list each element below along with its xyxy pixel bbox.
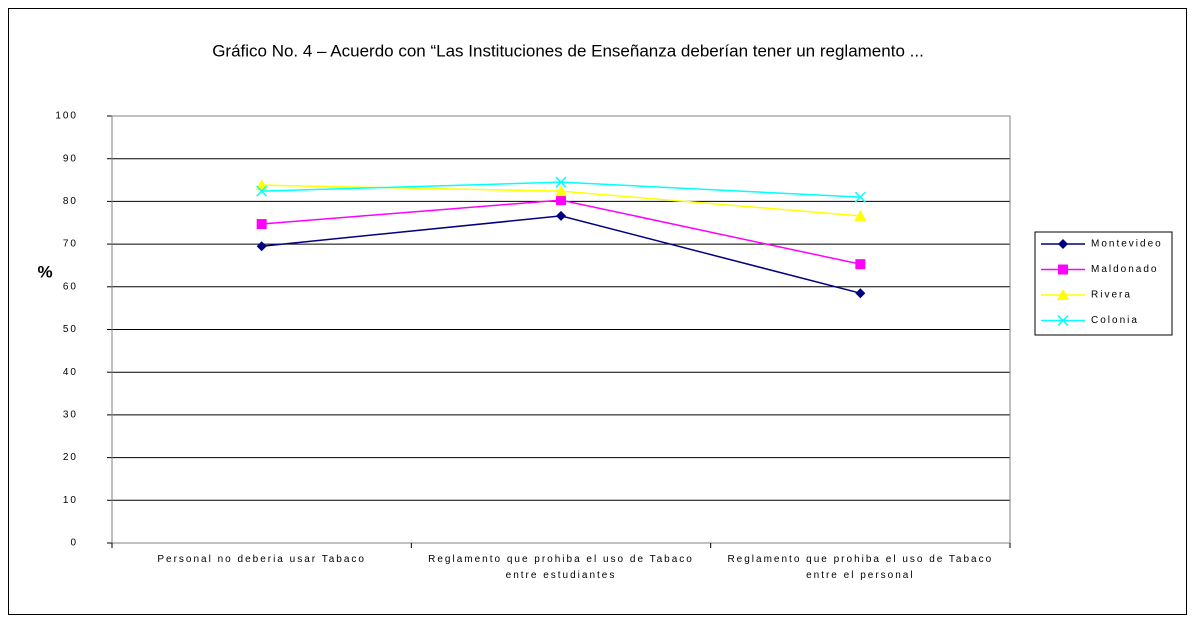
marker — [855, 288, 866, 299]
y-tick-label: 70 — [63, 239, 78, 250]
plot-area — [111, 115, 1011, 544]
marker — [854, 209, 867, 221]
marker — [1058, 264, 1068, 275]
legend-label: Colonia — [1091, 315, 1139, 326]
marker — [855, 259, 866, 270]
y-tick-label: 20 — [63, 452, 78, 463]
marker — [854, 191, 866, 203]
y-tick-label: 80 — [63, 196, 78, 207]
y-tick-label: 0 — [70, 538, 78, 549]
legend-label: Montevideo — [1091, 239, 1163, 250]
y-tick-label: 50 — [63, 324, 78, 335]
marker — [555, 176, 567, 188]
marker — [256, 185, 268, 197]
marker — [556, 210, 566, 221]
x-tick-label: Personal no deberia usar Tabaco — [157, 554, 366, 565]
x-tick-label: Reglamento que prohiba el uso de Tabaco … — [727, 554, 994, 581]
legend-box — [1034, 231, 1173, 336]
marker — [1057, 314, 1069, 327]
legend-label: Rivera — [1091, 290, 1132, 301]
marker — [1058, 239, 1068, 249]
y-tick-label: 90 — [63, 153, 78, 164]
marker — [555, 185, 567, 197]
y-tick-label: 100 — [55, 111, 78, 122]
x-tick-label: Reglamento que prohiba el uso de Tabaco … — [428, 554, 694, 581]
y-tick-label: 40 — [63, 367, 78, 378]
y-tick-label: 60 — [63, 281, 78, 292]
marker — [256, 241, 267, 252]
chart-title: Gráfico No. 4 – Acuerdo con “Las Institu… — [212, 41, 924, 60]
y-tick-label: 30 — [63, 410, 78, 421]
y-axis-label: % — [37, 262, 52, 281]
marker — [556, 195, 566, 206]
legend-label: Maldonado — [1091, 264, 1158, 275]
y-tick-label: 10 — [63, 495, 78, 506]
chart-frame — [8, 8, 1187, 615]
marker — [1057, 289, 1069, 300]
marker — [256, 219, 267, 230]
